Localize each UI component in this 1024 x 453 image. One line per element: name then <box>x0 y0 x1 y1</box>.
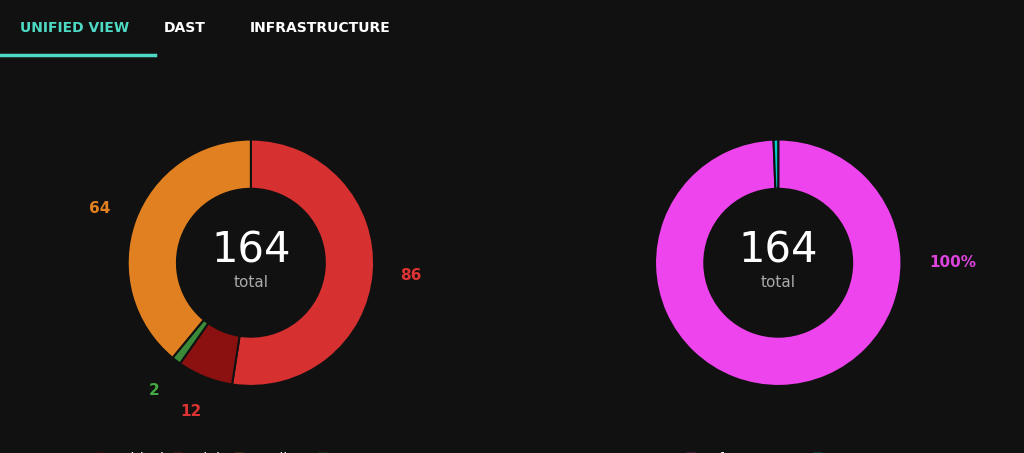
Text: 86: 86 <box>400 268 421 283</box>
Wedge shape <box>655 140 901 386</box>
Wedge shape <box>128 140 251 358</box>
Text: 164: 164 <box>738 229 818 271</box>
Text: total: total <box>233 275 268 290</box>
Text: DAST: DAST <box>164 21 206 35</box>
Legend: Critical, High, Medium, Low/None: Critical, High, Medium, Low/None <box>89 446 413 453</box>
Legend: Infrastructure, DAST: Infrastructure, DAST <box>680 446 877 453</box>
Text: 100%: 100% <box>930 255 977 270</box>
Text: total: total <box>761 275 796 290</box>
Text: UNIFIED VIEW: UNIFIED VIEW <box>20 21 130 35</box>
Wedge shape <box>180 323 240 385</box>
Wedge shape <box>773 140 778 189</box>
Text: 164: 164 <box>211 229 291 271</box>
Text: 64: 64 <box>89 201 111 216</box>
Wedge shape <box>172 320 208 363</box>
Wedge shape <box>232 140 374 386</box>
Text: 2: 2 <box>148 383 159 398</box>
Text: INFRASTRUCTURE: INFRASTRUCTURE <box>250 21 390 35</box>
Text: 12: 12 <box>180 404 202 419</box>
